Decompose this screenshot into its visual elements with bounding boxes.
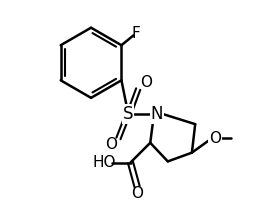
Text: F: F <box>131 26 140 41</box>
Text: O: O <box>105 137 117 153</box>
Text: HO: HO <box>92 155 116 170</box>
Text: O: O <box>131 186 143 201</box>
Text: O: O <box>140 75 152 90</box>
Text: O: O <box>209 131 221 146</box>
Text: N: N <box>151 105 163 123</box>
Text: S: S <box>123 105 134 123</box>
